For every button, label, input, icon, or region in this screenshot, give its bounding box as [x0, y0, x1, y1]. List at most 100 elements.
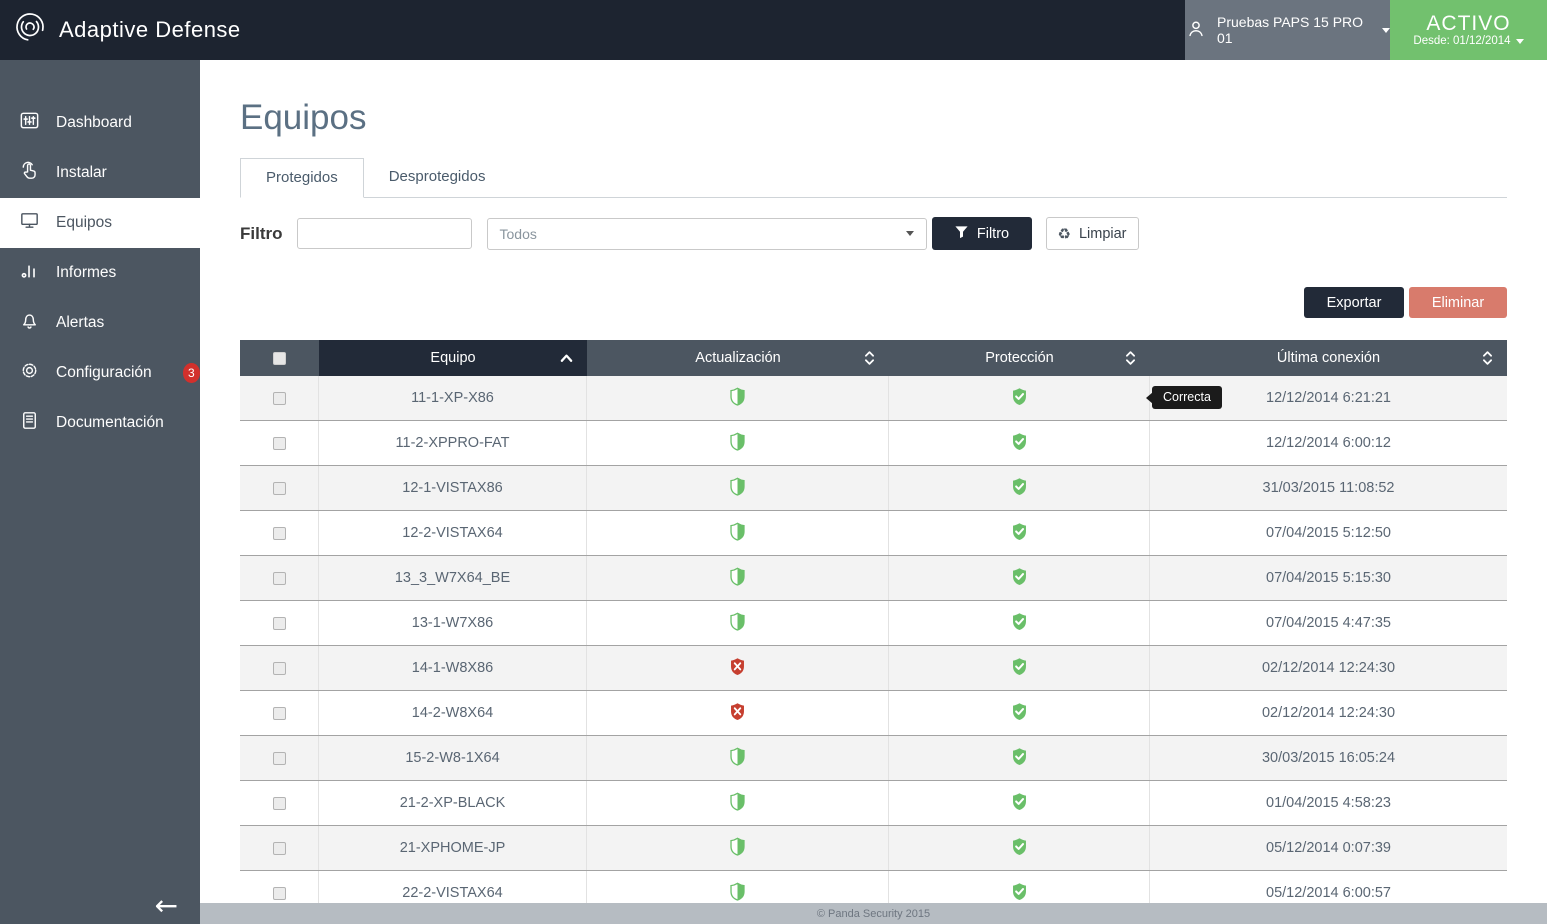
sidebar-item-documentacion[interactable]: Documentación	[0, 398, 200, 448]
sort-both-icon	[1124, 349, 1137, 367]
brand: Adaptive Defense	[0, 10, 241, 50]
copyright-text: © Panda Security 2015	[817, 908, 930, 920]
computers-table: Equipo Actualización Protección	[240, 340, 1507, 916]
equipo-name[interactable]: 11-2-XPPRO-FAT	[396, 435, 510, 451]
equipo-name[interactable]: 13-1-W7X86	[412, 615, 493, 631]
last-connection: 12/12/2014 6:21:21	[1266, 390, 1391, 406]
protection-shield-ok-icon	[1009, 790, 1030, 817]
clear-button-label: Limpiar	[1079, 226, 1127, 242]
filter-label: Filtro	[240, 224, 283, 244]
last-connection: 05/12/2014 6:00:57	[1266, 885, 1391, 901]
row-checkbox[interactable]	[273, 527, 286, 540]
sidebar-item-label: Configuración	[56, 364, 152, 382]
column-label: Actualización	[695, 350, 780, 366]
equipo-name[interactable]: 14-1-W8X86	[412, 660, 493, 676]
recycle-icon: ♻	[1058, 225, 1071, 243]
sidebar-item-dashboard[interactable]: Dashboard	[0, 98, 200, 148]
top-bar: Adaptive Defense Pruebas PAPS 15 PRO 01 …	[0, 0, 1547, 60]
equipo-name[interactable]: 12-2-VISTAX64	[402, 525, 502, 541]
dashboard-icon	[18, 109, 41, 137]
sort-asc-icon	[559, 352, 574, 364]
update-shield-partial-icon	[727, 520, 748, 547]
clear-button[interactable]: ♻ Limpiar	[1046, 217, 1139, 250]
filter-button[interactable]: Filtro	[932, 217, 1032, 250]
collapse-sidebar-arrow-icon[interactable]: ←	[155, 892, 178, 920]
tab-protegidos[interactable]: Protegidos	[240, 158, 364, 198]
column-header-actualizacion[interactable]: Actualización	[587, 340, 889, 376]
equipo-name[interactable]: 12-1-VISTAX86	[402, 480, 502, 496]
update-shield-partial-icon	[727, 475, 748, 502]
sidebar-item-equipos[interactable]: Equipos	[0, 198, 200, 248]
select-all-checkbox[interactable]	[273, 352, 286, 365]
computers-icon	[18, 209, 41, 237]
update-shield-partial-icon	[727, 610, 748, 637]
alerts-bell-icon	[18, 309, 41, 337]
protection-shield-ok-icon	[1009, 430, 1030, 457]
table-row: 21-XPHOME-JP 05/12/2014 0:07:39	[240, 826, 1507, 871]
equipo-name[interactable]: 21-2-XP-BLACK	[400, 795, 506, 811]
license-status[interactable]: ACTIVO Desde: 01/12/2014	[1390, 0, 1547, 60]
row-checkbox[interactable]	[273, 842, 286, 855]
row-checkbox[interactable]	[273, 707, 286, 720]
sort-both-icon	[1481, 349, 1494, 367]
last-connection: 31/03/2015 11:08:52	[1263, 480, 1395, 496]
chevron-down-icon	[906, 231, 914, 236]
row-checkbox[interactable]	[273, 887, 286, 900]
last-connection: 07/04/2015 5:15:30	[1266, 570, 1391, 586]
row-checkbox[interactable]	[273, 662, 286, 675]
documentation-icon	[18, 409, 41, 437]
equipo-name[interactable]: 14-2-W8X64	[412, 705, 493, 721]
delete-button[interactable]: Eliminar	[1409, 287, 1507, 318]
filter-input[interactable]	[297, 218, 472, 249]
row-checkbox[interactable]	[273, 797, 286, 810]
sort-both-icon	[863, 349, 876, 367]
brand-title: Adaptive Defense	[59, 17, 241, 43]
sidebar-item-informes[interactable]: Informes	[0, 248, 200, 298]
export-button[interactable]: Exportar	[1304, 287, 1404, 318]
adaptive-defense-logo-icon	[13, 10, 47, 50]
protection-shield-ok-icon	[1009, 745, 1030, 772]
last-connection: 05/12/2014 0:07:39	[1266, 840, 1391, 856]
user-menu[interactable]: Pruebas PAPS 15 PRO 01	[1185, 0, 1390, 60]
equipo-name[interactable]: 13_3_W7X64_BE	[395, 570, 510, 586]
table-row: 11-1-XP-X86 12/12/2014 6:21:21	[240, 376, 1507, 421]
page-title: Equipos	[240, 98, 1547, 138]
settings-gear-icon	[18, 359, 41, 387]
protection-shield-ok-icon	[1009, 475, 1030, 502]
table-row: 13_3_W7X64_BE 07/04/2015 5:15:30	[240, 556, 1507, 601]
update-shield-partial-icon	[727, 385, 748, 412]
table-row: 14-1-W8X86 02/12/2014 12:24:30	[240, 646, 1507, 691]
sidebar: Dashboard Instalar Equipos	[0, 60, 200, 924]
column-header-ultima-conexion[interactable]: Última conexión	[1150, 340, 1507, 376]
filter-select[interactable]: Todos	[487, 218, 927, 250]
table-row: 12-1-VISTAX86 31/03/2015 11:08:52	[240, 466, 1507, 511]
update-shield-partial-icon	[727, 745, 748, 772]
row-checkbox[interactable]	[273, 482, 286, 495]
sidebar-item-alertas[interactable]: Alertas	[0, 298, 200, 348]
row-checkbox[interactable]	[273, 572, 286, 585]
equipo-name[interactable]: 22-2-VISTAX64	[402, 885, 502, 901]
row-checkbox[interactable]	[273, 392, 286, 405]
equipo-name[interactable]: 11-1-XP-X86	[411, 390, 494, 406]
last-connection: 02/12/2014 12:24:30	[1262, 705, 1395, 721]
equipo-name[interactable]: 21-XPHOME-JP	[400, 840, 506, 856]
column-header-equipo[interactable]: Equipo	[319, 340, 587, 376]
select-all-header	[240, 340, 319, 376]
last-connection: 12/12/2014 6:00:12	[1266, 435, 1391, 451]
last-connection: 07/04/2015 4:47:35	[1266, 615, 1391, 631]
update-shield-error-icon	[727, 700, 748, 727]
equipo-name[interactable]: 15-2-W8-1X64	[405, 750, 499, 766]
row-checkbox[interactable]	[273, 437, 286, 450]
sidebar-item-instalar[interactable]: Instalar	[0, 148, 200, 198]
row-checkbox[interactable]	[273, 617, 286, 630]
license-status-title: ACTIVO	[1426, 13, 1510, 35]
footer: © Panda Security 2015	[200, 903, 1547, 924]
column-label: Última conexión	[1277, 350, 1380, 366]
sidebar-item-label: Informes	[56, 264, 116, 282]
column-header-proteccion[interactable]: Protección	[889, 340, 1150, 376]
row-checkbox[interactable]	[273, 752, 286, 765]
tab-desprotegidos[interactable]: Desprotegidos	[364, 158, 511, 197]
table-header: Equipo Actualización Protección	[240, 340, 1507, 376]
protection-tooltip: Correcta	[1152, 386, 1222, 409]
sidebar-item-configuracion[interactable]: Configuración 3	[0, 348, 200, 398]
